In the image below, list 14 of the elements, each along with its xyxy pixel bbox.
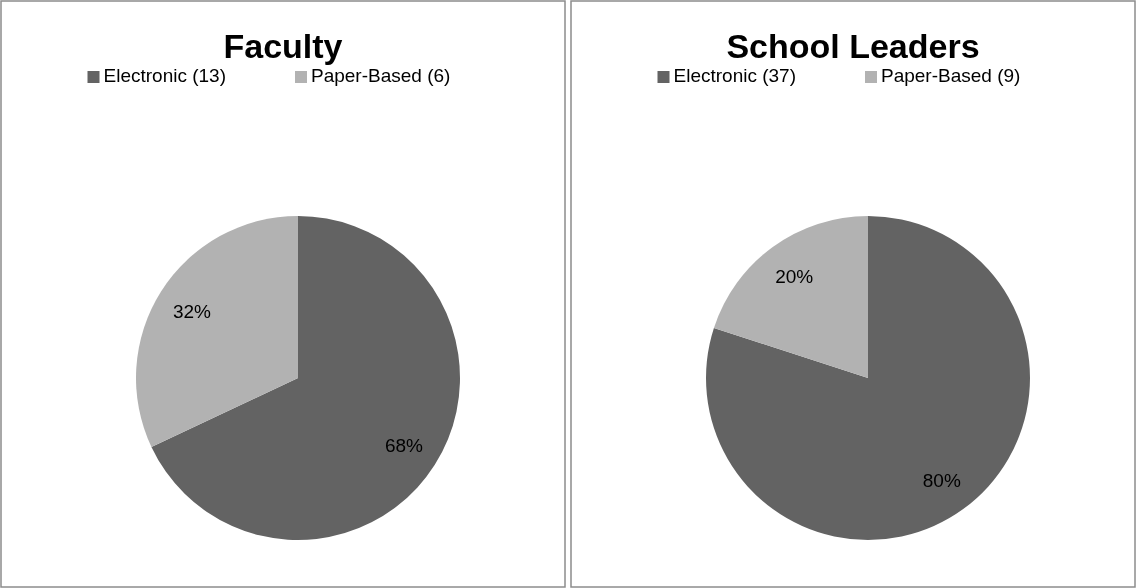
data-label: 32% bbox=[172, 300, 212, 322]
legend-label: Paper-Based (9) bbox=[881, 65, 1021, 86]
data-label: 20% bbox=[775, 266, 814, 288]
legend-label: Electronic (13) bbox=[103, 65, 226, 86]
pie-slice bbox=[136, 216, 298, 447]
pie-slice bbox=[713, 216, 868, 378]
pie-slice bbox=[706, 216, 1030, 540]
legend-label: Paper-Based (6) bbox=[311, 65, 451, 86]
pie-slice bbox=[151, 216, 460, 540]
data-label: 68% bbox=[384, 435, 424, 457]
data-label: 80% bbox=[922, 469, 961, 491]
chart-title: Faculty bbox=[223, 27, 343, 65]
chart-title: School Leaders bbox=[726, 27, 980, 65]
legend-label: Electronic (37) bbox=[673, 65, 796, 86]
